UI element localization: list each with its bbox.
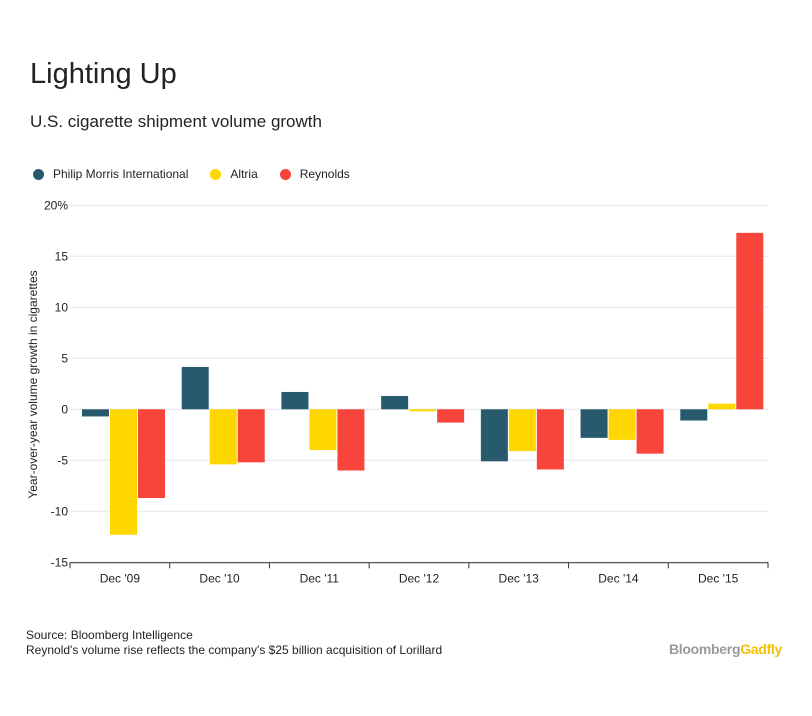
bar-philip-morris-international [82, 409, 109, 417]
bar-reynolds [138, 409, 165, 499]
bar-altria [209, 409, 237, 465]
legend-item-pmi: Philip Morris International [33, 167, 188, 181]
legend-label: Altria [230, 167, 258, 181]
y-tick-label: 20% [44, 198, 68, 212]
bar-reynolds [337, 409, 365, 471]
x-tick-label: Dec '13 [499, 571, 540, 585]
y-tick-label: 0 [61, 402, 68, 416]
legend-swatch [279, 168, 291, 180]
legend: Philip Morris International Altria Reyno… [33, 167, 350, 181]
bar-philip-morris-international [381, 396, 409, 410]
legend-label: Reynolds [299, 167, 350, 181]
x-tick-label: Dec '11 [300, 571, 340, 585]
y-tick-label: -10 [51, 504, 69, 518]
x-tick-label: Dec '14 [598, 571, 639, 585]
y-tick-label: 5 [61, 351, 68, 365]
bar-altria [110, 409, 137, 535]
bar-philip-morris-international [580, 409, 608, 438]
footnote-text: Reynold's volume rise reflects the compa… [26, 643, 443, 657]
bar-reynolds [237, 409, 265, 463]
footer: Source: Bloomberg Intelligence Reynold's… [26, 628, 442, 658]
bar-philip-morris-international [480, 409, 508, 462]
bloomberg-gadfly-logo: BloombergGadfly [669, 641, 782, 657]
legend-swatch [210, 168, 222, 180]
y-tick-label: -5 [57, 453, 68, 467]
bar-reynolds [437, 409, 465, 423]
bar-philip-morris-international [181, 366, 209, 410]
legend-item-reynolds: Reynolds [279, 167, 350, 181]
legend-label: Philip Morris International [53, 167, 189, 181]
logo-part2: Gadfly [740, 641, 782, 657]
x-tick-label: Dec '10 [199, 571, 240, 585]
chart-subtitle: U.S. cigarette shipment volume growth [30, 112, 322, 131]
bar-philip-morris-international [281, 391, 309, 410]
bar-altria [508, 409, 536, 452]
bar-reynolds [736, 232, 764, 410]
x-tick-label: Dec '12 [399, 571, 440, 585]
logo-part1: Bloomberg [669, 641, 741, 657]
x-tick-label: Dec '15 [698, 571, 739, 585]
source-text: Source: Bloomberg Intelligence [26, 628, 193, 642]
y-tick-label: -15 [51, 555, 69, 569]
y-tick-label: 15 [55, 249, 69, 263]
bar-altria [708, 403, 736, 410]
chart-title: Lighting Up [30, 58, 177, 90]
bar-altria [309, 409, 337, 451]
bar-altria [608, 409, 636, 440]
x-tick-label: Dec '09 [100, 571, 141, 585]
bar-philip-morris-international [680, 409, 708, 421]
legend-item-altria: Altria [210, 167, 258, 181]
bar-altria [409, 409, 437, 412]
bar-reynolds [536, 409, 564, 470]
bar-reynolds [636, 409, 664, 454]
y-tick-label: 10 [55, 300, 69, 314]
y-axis-label: Year-over-year volume growth in cigarett… [26, 270, 40, 498]
legend-swatch [33, 168, 44, 180]
